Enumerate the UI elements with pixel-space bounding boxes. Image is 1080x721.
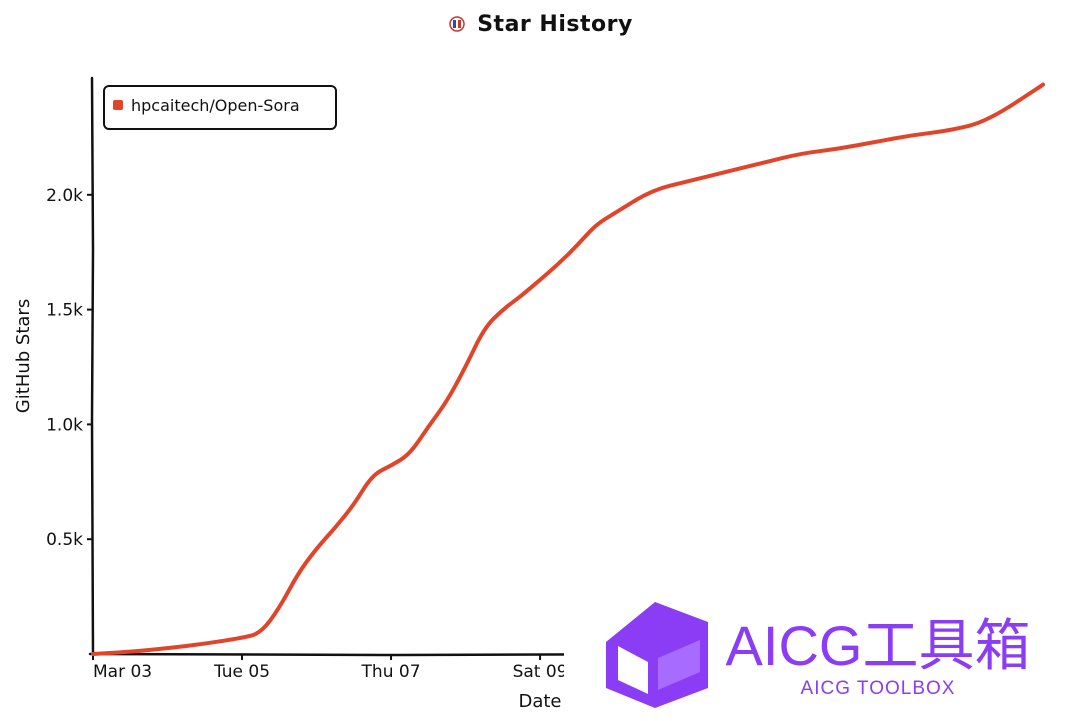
x-axis-title: Date bbox=[518, 691, 561, 712]
series-line-open-sora bbox=[91, 82, 1046, 656]
y-tick-label: 1.0k bbox=[46, 415, 83, 435]
hpc-ai-tech-logo-icon bbox=[449, 15, 465, 32]
legend-box bbox=[103, 85, 337, 130]
y-axis-title: GitHub Stars bbox=[13, 299, 34, 413]
y-tick-label: 2.0k bbox=[46, 186, 83, 206]
legend-label-open-sora: hpcaitech/Open-Sora bbox=[131, 96, 300, 115]
legend-swatch-open-sora bbox=[113, 100, 123, 110]
legend: hpcaitech/Open-Sora bbox=[103, 85, 337, 130]
x-tick-label: Mar 03 bbox=[93, 662, 152, 682]
y-tick-label: 1.5k bbox=[46, 301, 83, 321]
y-tick-label: 0.5k bbox=[46, 530, 83, 550]
x-tick-label: Thu 07 bbox=[361, 662, 421, 682]
y-axis-line bbox=[90, 76, 95, 657]
chart-title: Star History bbox=[477, 12, 633, 37]
watermark-sub: AICG TOOLBOX bbox=[801, 678, 956, 699]
aicg-logo-icon bbox=[606, 602, 708, 708]
x-tick-label: Tue 05 bbox=[213, 662, 270, 682]
axis-ticks: 0.5k 1.0k 1.5k 2.0k Mar 03 Tue 05 Thu 07 Sat 09 bbox=[46, 186, 567, 682]
x-tick-label: Sat 09 bbox=[513, 662, 568, 682]
watermark-brand: AICG工具箱 bbox=[726, 614, 1031, 677]
chart-title-bar: Star History bbox=[0, 12, 1080, 37]
series-layer bbox=[91, 82, 1046, 656]
watermark: AICG工具箱 AICG TOOLBOX bbox=[564, 600, 1080, 721]
